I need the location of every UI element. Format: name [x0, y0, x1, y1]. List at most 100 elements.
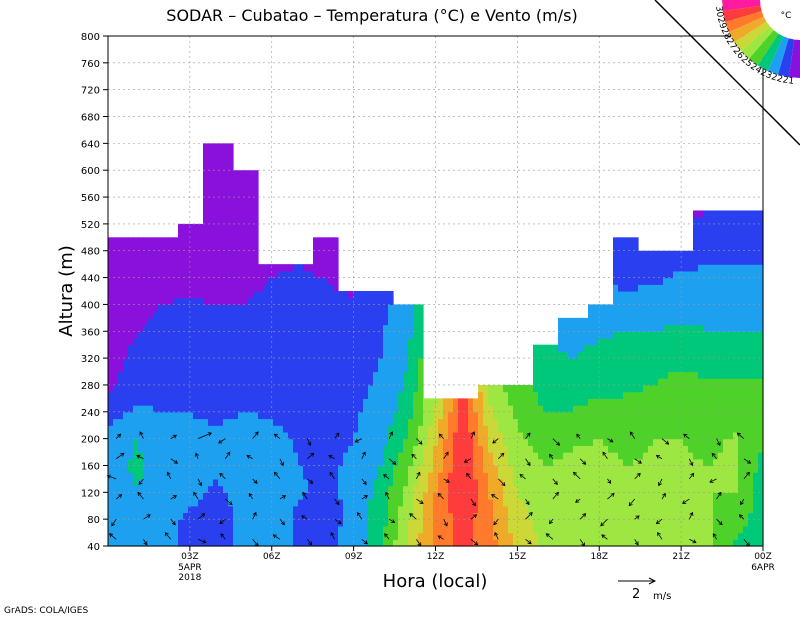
temperature-cell	[498, 525, 504, 534]
temperature-cell	[633, 411, 639, 420]
temperature-cell	[183, 351, 189, 359]
temperature-cell	[578, 431, 584, 440]
temperature-cell	[183, 371, 189, 379]
temperature-cell	[278, 458, 284, 467]
temperature-cell	[568, 445, 574, 453]
temperature-cell	[273, 344, 279, 352]
temperature-cell	[708, 378, 714, 386]
temperature-cell	[548, 525, 554, 534]
temperature-cell	[278, 425, 284, 433]
temperature-cell	[318, 485, 324, 493]
temperature-cell	[378, 364, 384, 373]
temperature-cell	[168, 358, 174, 366]
temperature-cell	[233, 244, 239, 252]
temperature-cell	[218, 398, 224, 406]
temperature-cell	[718, 317, 724, 326]
temperature-cell	[408, 438, 414, 446]
temperature-cell	[293, 512, 299, 520]
temperature-cell	[563, 539, 569, 547]
temperature-cell	[138, 378, 144, 386]
temperature-cell	[633, 257, 639, 265]
temperature-cell	[263, 472, 269, 480]
temperature-cell	[363, 391, 369, 399]
temperature-cell	[418, 465, 424, 473]
temperature-cell	[203, 519, 209, 527]
temperature-cell	[698, 364, 704, 373]
temperature-cell	[223, 217, 229, 225]
temperature-cell	[288, 438, 294, 446]
temperature-cell	[223, 452, 229, 460]
temperature-cell	[273, 378, 279, 386]
temperature-cell	[108, 257, 114, 265]
temperature-cell	[123, 351, 129, 359]
temperature-cell	[663, 472, 669, 480]
temperature-cell	[293, 485, 299, 493]
temperature-cell	[698, 445, 704, 453]
temperature-cell	[233, 391, 239, 399]
temperature-cell	[603, 344, 609, 352]
temperature-cell	[343, 472, 349, 480]
temperature-cell	[233, 431, 239, 440]
temperature-cell	[723, 452, 729, 460]
temperature-cell	[653, 317, 659, 326]
temperature-cell	[173, 270, 179, 279]
temperature-cell	[528, 532, 534, 540]
temperature-cell	[253, 411, 259, 420]
temperature-cell	[143, 331, 149, 339]
temperature-cell	[143, 438, 149, 446]
temperature-cell	[188, 331, 194, 339]
temperature-cell	[248, 505, 254, 514]
temperature-cell	[633, 344, 639, 352]
temperature-cell	[313, 270, 319, 279]
temperature-cell	[453, 438, 459, 446]
temperature-cell	[213, 150, 219, 158]
temperature-cell	[693, 499, 699, 507]
temperature-cell	[208, 465, 214, 473]
temperature-cell	[483, 418, 489, 426]
temperature-cell	[693, 472, 699, 480]
temperature-cell	[628, 485, 634, 493]
temperature-cell	[348, 398, 354, 406]
temperature-cell	[503, 411, 509, 420]
temperature-cell	[203, 143, 209, 151]
temperature-cell	[153, 431, 159, 440]
temperature-cell	[673, 532, 679, 540]
temperature-cell	[718, 351, 724, 359]
temperature-cell	[148, 317, 154, 326]
temperature-cell	[618, 237, 624, 245]
temperature-cell	[123, 264, 129, 272]
temperature-cell	[298, 331, 304, 339]
temperature-cell	[453, 478, 459, 487]
temperature-cell	[428, 472, 434, 480]
temperature-cell	[623, 405, 629, 413]
temperature-cell	[563, 337, 569, 346]
temperature-cell	[153, 378, 159, 386]
temperature-cell	[343, 505, 349, 514]
temperature-cell	[713, 539, 719, 547]
temperature-cell	[368, 418, 374, 426]
temperature-cell	[183, 499, 189, 507]
temperature-cell	[623, 512, 629, 520]
temperature-cell	[478, 445, 484, 453]
temperature-cell	[593, 499, 599, 507]
temperature-cell	[233, 452, 239, 460]
temperature-cell	[353, 525, 359, 534]
temperature-cell	[133, 250, 139, 259]
temperature-cell	[678, 324, 684, 332]
temperature-cell	[258, 384, 264, 393]
temperature-cell	[153, 438, 159, 446]
temperature-cell	[233, 210, 239, 218]
temperature-cell	[473, 465, 479, 473]
temperature-cell	[713, 223, 719, 232]
temperature-cell	[583, 458, 589, 467]
temperature-cell	[703, 344, 709, 352]
temperature-cell	[338, 492, 344, 500]
temperature-cell	[298, 284, 304, 292]
temperature-cell	[558, 525, 564, 534]
temperature-cell	[673, 304, 679, 312]
temperature-cell	[118, 237, 124, 245]
temperature-cell	[233, 284, 239, 292]
temperature-cell	[663, 378, 669, 386]
temperature-cell	[708, 257, 714, 265]
temperature-cell	[628, 465, 634, 473]
